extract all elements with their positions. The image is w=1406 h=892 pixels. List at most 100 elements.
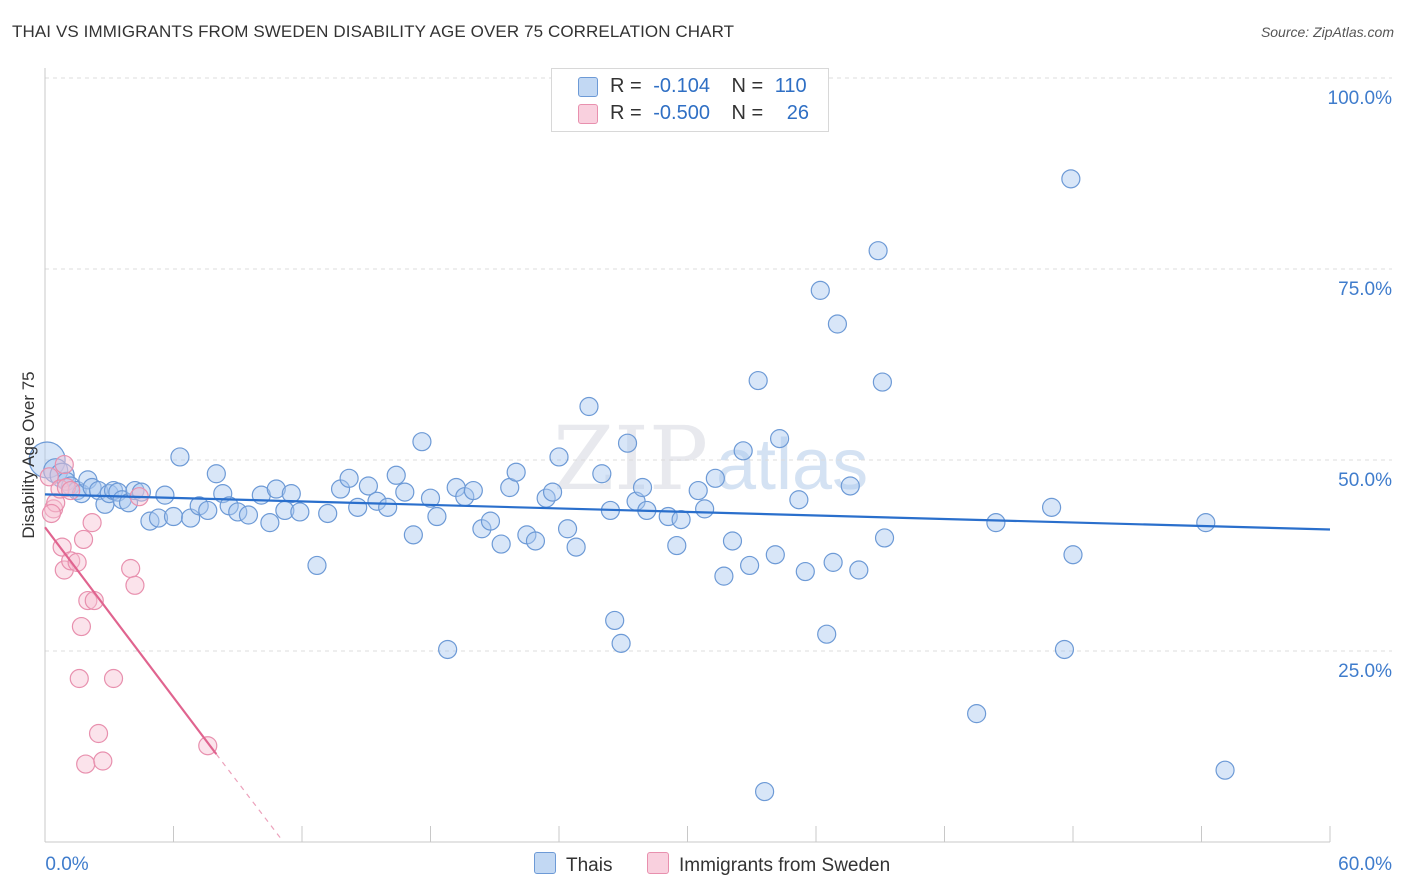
- bottom-legend-label-thais: Thais: [566, 855, 613, 876]
- sweden-point: [82, 513, 102, 533]
- thais-point: [412, 432, 432, 452]
- legend-swatch-sweden: [578, 104, 598, 124]
- thais-point: [318, 503, 338, 524]
- legend-n-value-thais: 110: [774, 75, 807, 97]
- trend-line-thais: [44, 493, 1331, 531]
- thais-point: [557, 519, 578, 539]
- sweden-point: [103, 668, 124, 689]
- thais-point: [671, 509, 691, 530]
- sweden-point: [54, 454, 74, 475]
- gridlines: [45, 77, 1392, 652]
- thais-point: [611, 633, 631, 653]
- y-tick-label-25: 25.0%: [1338, 661, 1392, 682]
- legend-r-label: R =: [610, 75, 642, 97]
- thais-point: [733, 441, 753, 461]
- sweden-point: [69, 668, 89, 689]
- legend-n-label: N =: [731, 102, 764, 124]
- thais-point: [1054, 639, 1075, 660]
- bottom-legend-label-sweden: Immigrants from Sweden: [679, 855, 891, 876]
- thais-point: [378, 497, 398, 517]
- thais-point: [463, 480, 483, 501]
- thais-point: [358, 476, 378, 496]
- x-ticks: [173, 826, 1331, 842]
- chart-title: THAI VS IMMIGRANTS FROM SWEDEN DISABILIT…: [12, 22, 735, 41]
- thais-point: [592, 464, 612, 484]
- thais-point: [542, 482, 563, 502]
- thais-point: [155, 485, 175, 505]
- x-tick-label-max: 60.0%: [1338, 854, 1392, 875]
- thais-point: [667, 535, 687, 556]
- thais-point: [688, 480, 708, 501]
- trend-lines: [44, 493, 1331, 839]
- stats-legend: R = -0.104 N = 110 R = -0.500 N = 26: [551, 68, 829, 132]
- thais-point: [189, 496, 209, 516]
- thais-point: [386, 465, 406, 485]
- legend-r-value-sweden: -0.500: [653, 102, 710, 124]
- thais-point: [1196, 513, 1216, 533]
- sweden-point: [73, 529, 94, 550]
- thais-point: [754, 781, 775, 802]
- thais-point: [840, 476, 860, 496]
- thais-point: [765, 545, 785, 565]
- thais-point: [238, 505, 259, 525]
- thais-point: [170, 447, 190, 467]
- thais-point: [748, 370, 768, 391]
- y-tick-label-75: 75.0%: [1338, 279, 1392, 300]
- trend-line-sweden-extension: [215, 753, 282, 839]
- sweden-point: [71, 616, 92, 637]
- source-credit: Source: ZipAtlas.com: [1260, 24, 1394, 40]
- bottom-legend-thais: Thais: [534, 852, 612, 877]
- thais-point: [1041, 497, 1062, 517]
- thais-point: [525, 531, 546, 551]
- thais-point: [740, 555, 760, 576]
- thais-point: [872, 372, 892, 392]
- bottom-legend-sweden: Immigrants from Sweden: [647, 852, 890, 877]
- sweden-point: [125, 575, 145, 595]
- thais-point: [260, 513, 280, 533]
- thais-point: [348, 497, 368, 517]
- sweden-point: [41, 503, 62, 524]
- thais-point: [198, 500, 218, 521]
- legend-r-value-thais: -0.104: [653, 75, 710, 97]
- x-tick-label-min: 0.0%: [45, 854, 88, 875]
- legend-r-label: R =: [610, 102, 642, 124]
- bottom-legend-swatch-thais: [534, 852, 556, 874]
- watermark-zip: ZIP: [553, 407, 708, 510]
- thais-point: [605, 610, 625, 631]
- thais-point: [118, 493, 139, 513]
- thais-point: [549, 447, 569, 467]
- thais-point: [228, 502, 248, 522]
- sweden-point: [76, 754, 96, 774]
- thais-point: [367, 491, 387, 511]
- thais-point: [817, 624, 837, 644]
- sweden-point: [121, 558, 141, 579]
- legend-swatch-thais: [578, 77, 598, 97]
- thais-point: [206, 464, 226, 484]
- thais-point: [714, 566, 734, 586]
- thais-point: [339, 468, 359, 488]
- thais-point: [480, 511, 501, 531]
- bottom-legend-swatch-sweden: [647, 852, 669, 874]
- thais-point: [148, 508, 169, 528]
- thais-point: [1061, 169, 1081, 189]
- thais-point: [827, 314, 848, 334]
- thais-point: [795, 561, 815, 582]
- thais-point: [617, 433, 638, 453]
- thais-point: [769, 429, 790, 449]
- thais-point: [632, 477, 653, 498]
- thais-point: [849, 560, 869, 580]
- thais-point: [789, 490, 809, 510]
- thais-point: [566, 537, 586, 557]
- thais-point: [705, 468, 725, 488]
- thais-point: [579, 396, 599, 417]
- thais-point: [1063, 545, 1083, 565]
- thais-point: [403, 525, 423, 545]
- thais-point: [395, 482, 415, 502]
- thais-point: [823, 552, 843, 572]
- y-tick-label-100: 100.0%: [1328, 88, 1393, 109]
- sweden-point: [93, 751, 113, 771]
- series-sweden: [39, 454, 218, 774]
- legend-n-label: N =: [731, 75, 764, 97]
- thais-point: [874, 528, 895, 548]
- thais-point: [281, 484, 301, 504]
